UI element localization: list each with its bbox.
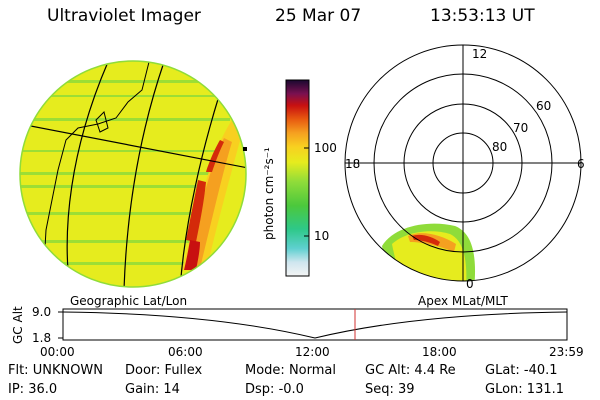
mlt-label-0: 0 (466, 277, 474, 291)
mlat-label-60: 60 (536, 99, 552, 113)
mlt-label-18: 18 (345, 157, 361, 171)
xtick-1200: 12:00 (295, 345, 330, 359)
polar-plot (344, 44, 582, 282)
apex-label: Apex MLat/MLT (418, 294, 508, 308)
xtick-0600: 06:00 (168, 345, 203, 359)
mlat-label-80: 80 (492, 140, 508, 154)
colorbar-gradient (285, 79, 310, 277)
info-seq: Seq: 39 (365, 382, 415, 397)
info-dsp: Dsp: -0.0 (245, 382, 304, 397)
polar-aurora (382, 223, 475, 281)
altitude-plot (58, 308, 568, 341)
info-glat: GLat: -40.1 (485, 363, 558, 378)
date-label: 25 Mar 07 (275, 6, 362, 26)
info-glon: GLon: 131.1 (485, 382, 565, 397)
altitude-ytick-1-8: 1.8 (32, 331, 52, 345)
sun-marker (243, 147, 247, 151)
colorbar (285, 79, 310, 277)
colorbar-unit-label: photon cm⁻²s⁻¹ (262, 147, 276, 240)
mlt-label-6: 6 (577, 157, 585, 171)
geographic-image (20, 61, 246, 287)
app-title: Ultraviolet Imager (47, 6, 201, 26)
info-mode: Mode: Normal (245, 363, 336, 378)
image-border (19, 60, 247, 288)
info-door: Door: Fullex (125, 363, 203, 378)
colorbar-label-100: 100 (314, 141, 337, 155)
geographic-label: Geographic Lat/Lon (70, 294, 188, 308)
info-gain: Gain: 14 (125, 382, 180, 397)
info-gc-alt: GC Alt: 4.4 Re (365, 363, 456, 378)
altitude-curve (62, 311, 568, 339)
aurora-oval (182, 120, 244, 272)
colorbar-label-10: 10 (314, 229, 330, 243)
xtick-0000: 00:00 (40, 345, 75, 359)
mlat-label-70: 70 (513, 121, 529, 135)
info-ip: IP: 36.0 (8, 382, 58, 397)
xtick-1800: 18:00 (422, 345, 457, 359)
time-label: 13:53:13 UT (430, 6, 535, 26)
altitude-frame (62, 308, 568, 341)
altitude-ytick-9: 9.0 (32, 305, 52, 319)
xtick-2359: 23:59 (549, 345, 584, 359)
scan-stripes (20, 80, 246, 265)
info-flt: Flt: UNKNOWN (8, 363, 104, 378)
mlt-label-12: 12 (472, 47, 488, 61)
altitude-ylabel: GC Alt (11, 306, 25, 344)
